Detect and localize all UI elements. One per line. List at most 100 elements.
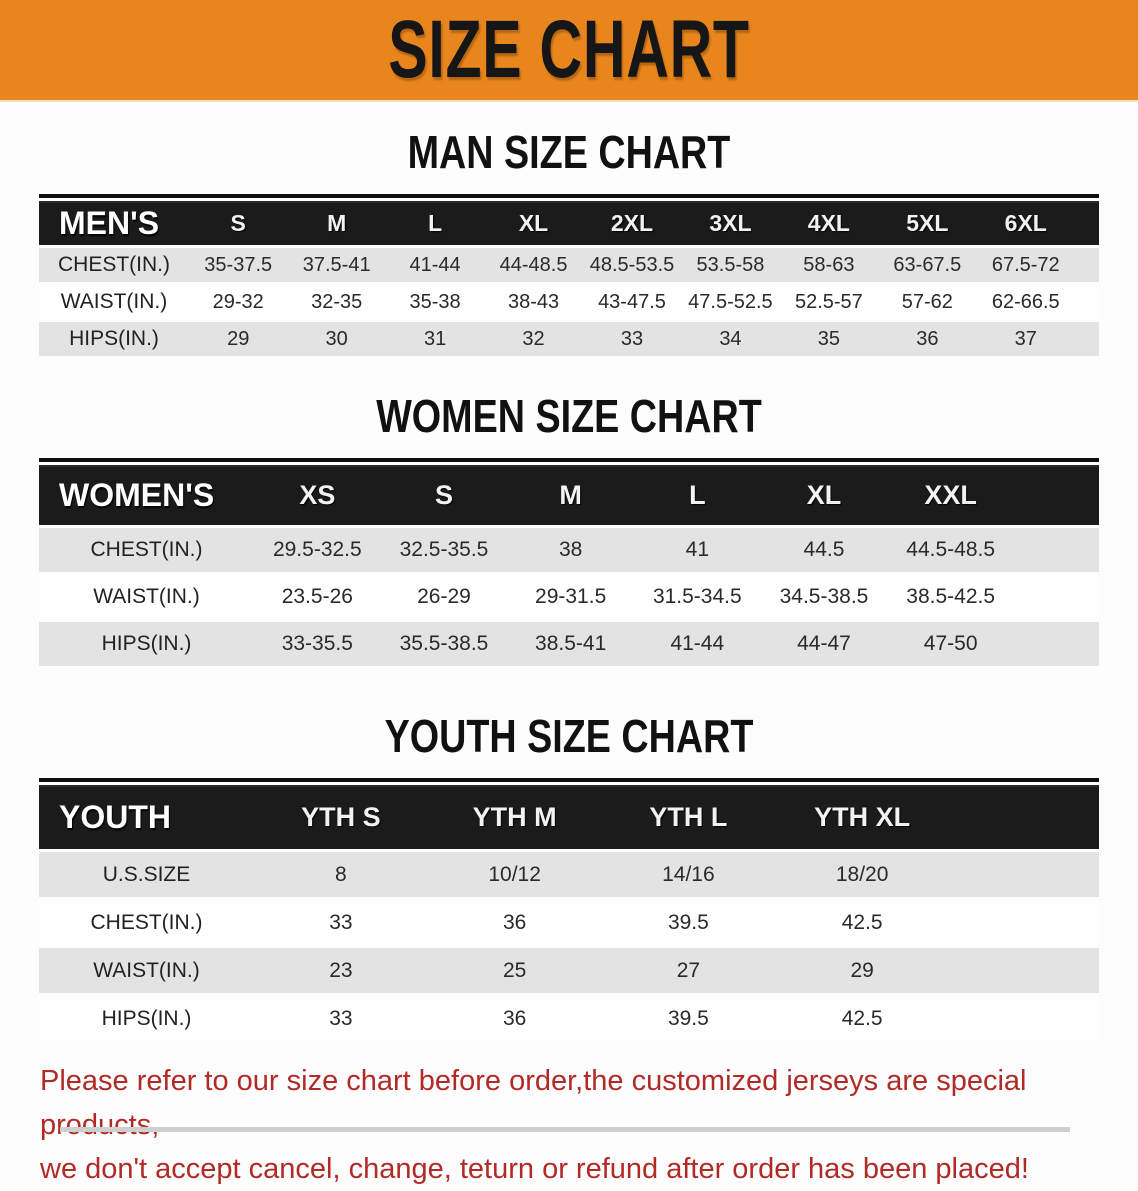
size-cell: 29 <box>850 958 874 982</box>
size-cell: 57-62 <box>901 290 953 313</box>
size-cell: 31 <box>423 327 447 350</box>
table-top-rule <box>39 778 1099 782</box>
youth-table-title: YOUTH <box>59 798 171 835</box>
women-table-title: WOMEN'S <box>59 476 215 513</box>
size-chart-banner: SIZE CHART <box>0 0 1138 102</box>
size-cell: 36 <box>502 1006 527 1030</box>
size-cell: 33 <box>329 910 353 934</box>
size-cell: 31.5-34.5 <box>652 585 742 608</box>
disclaimer-line-2: we don't accept cancel, change, teturn o… <box>40 1153 1029 1185</box>
size-cell: 38.5-42.5 <box>906 585 996 608</box>
size-cell: 35-38 <box>409 290 461 313</box>
size-cell: 35 <box>817 327 840 350</box>
women-size-table: WOMEN'S XS S M L XL XXL CHEST(IN.) 29.5-… <box>39 458 1099 666</box>
size-cell: 39.5 <box>667 1006 709 1030</box>
table-top-rule <box>39 194 1099 198</box>
column-header: XL <box>806 479 842 510</box>
size-cell: 26-29 <box>417 585 471 608</box>
size-cell: 29-31.5 <box>535 585 607 608</box>
size-cell: 33-35.5 <box>281 632 353 655</box>
row-label: WAIST(IN.) <box>60 290 168 313</box>
size-cell: 44-47 <box>797 632 851 655</box>
size-cell: 29.5-32.5 <box>272 538 362 561</box>
column-header: M <box>559 479 582 510</box>
table-row: CHEST(IN.) 29.5-32.5 32.5-35.5 38 41 44.… <box>39 528 1099 572</box>
size-cell: 41-44 <box>409 253 461 276</box>
row-label: CHEST(IN.) <box>90 910 203 934</box>
size-cell: 18/20 <box>835 862 889 886</box>
row-label: HIPS(IN.) <box>101 1006 192 1030</box>
youth-table-body: U.S.SIZE 8 10/12 14/16 18/20 CHEST(IN.) … <box>39 852 1099 1041</box>
column-header: XL <box>518 209 549 236</box>
table-row: CHEST(IN.) 33 36 39.5 42.5 <box>39 900 1099 945</box>
table-row: HIPS(IN.) 33-35.5 35.5-38.5 38.5-41 41-4… <box>39 622 1099 666</box>
size-cell: 35-37.5 <box>204 253 273 276</box>
row-label: CHEST(IN.) <box>58 253 170 276</box>
column-header: L <box>689 479 706 510</box>
column-header: YTH M <box>472 801 557 832</box>
size-cell: 42.5 <box>841 1006 883 1030</box>
table-row: WAIST(IN.) 23.5-26 26-29 29-31.5 31.5-34… <box>39 575 1099 619</box>
size-cell: 35.5-38.5 <box>399 632 489 655</box>
size-cell: 30 <box>325 327 348 350</box>
size-cell: 8 <box>335 862 347 886</box>
size-cell: 47.5-52.5 <box>688 290 773 313</box>
size-cell: 44-48.5 <box>499 253 568 276</box>
size-cell: 29 <box>227 327 250 350</box>
size-cell: 27 <box>676 958 701 982</box>
column-header: M <box>327 209 347 236</box>
size-cell: 33 <box>620 327 644 350</box>
column-header: 6XL <box>1004 209 1047 236</box>
table-row: HIPS(IN.) 33 36 39.5 42.5 <box>39 996 1099 1041</box>
size-cell: 34.5-38.5 <box>779 585 869 608</box>
size-cell: 53.5-58 <box>696 253 765 276</box>
column-header: 5XL <box>906 209 949 236</box>
order-disclaimer: Please refer to our size chart before or… <box>40 1059 1118 1191</box>
size-cell: 48.5-53.5 <box>589 253 675 276</box>
table-row: WAIST(IN.) 29-32 32-35 35-38 38-43 43-47… <box>39 285 1099 319</box>
size-cell: 32 <box>522 327 545 350</box>
size-cell: 36 <box>916 327 939 350</box>
banner-title: SIZE CHART <box>388 4 750 95</box>
table-row: U.S.SIZE 8 10/12 14/16 18/20 <box>39 852 1099 897</box>
size-cell: 29-32 <box>212 290 264 313</box>
table-row: WAIST(IN.) 23 25 27 29 <box>39 948 1099 993</box>
size-cell: 32.5-35.5 <box>399 538 489 561</box>
row-label: WAIST(IN.) <box>93 958 200 982</box>
size-cell: 42.5 <box>841 910 883 934</box>
size-cell: 37 <box>1014 327 1037 350</box>
column-header: L <box>428 209 443 236</box>
size-cell: 38 <box>558 538 583 561</box>
youth-table-header-row: YOUTH YTH S YTH M YTH L YTH XL <box>39 785 1099 849</box>
column-header: S <box>434 479 453 510</box>
column-header: 2XL <box>610 209 654 236</box>
size-cell: 63-67.5 <box>893 253 962 276</box>
row-label: WAIST(IN.) <box>93 585 200 608</box>
size-cell: 36 <box>502 910 527 934</box>
size-cell: 23.5-26 <box>281 585 353 608</box>
size-cell: 23 <box>329 958 353 982</box>
size-cell: 43-47.5 <box>598 290 666 313</box>
size-cell: 41-44 <box>670 632 725 655</box>
column-header: YTH XL <box>814 801 911 832</box>
women-table-header-row: WOMEN'S XS S M L XL XXL <box>39 465 1099 525</box>
men-size-table: MEN'S S M L XL 2XL 3XL 4XL 5XL 6XL CHEST… <box>39 194 1099 356</box>
youth-size-chart-heading: YOUTH SIZE CHART <box>384 710 754 762</box>
column-header: XXL <box>924 479 977 510</box>
man-size-chart-heading: MAN SIZE CHART <box>407 126 731 178</box>
size-cell: 38.5-41 <box>535 632 607 655</box>
women-table-body: CHEST(IN.) 29.5-32.5 32.5-35.5 38 41 44.… <box>39 528 1099 666</box>
size-cell: 10/12 <box>488 862 541 886</box>
size-cell: 39.5 <box>667 910 709 934</box>
size-cell: 25 <box>502 958 527 982</box>
women-size-chart-heading: WOMEN SIZE CHART <box>376 390 762 442</box>
men-table-body: CHEST(IN.) 35-37.5 37.5-41 41-44 44-48.5… <box>39 248 1099 356</box>
size-cell: 47-50 <box>923 632 978 655</box>
size-cell: 32-35 <box>311 290 363 313</box>
disclaimer-line-1: Please refer to our size chart before or… <box>40 1065 1027 1141</box>
column-header: YTH S <box>301 801 381 832</box>
size-cell: 44.5-48.5 <box>906 538 996 561</box>
size-cell: 41 <box>685 538 709 561</box>
size-cell: 34 <box>719 327 742 350</box>
column-header: YTH L <box>649 801 728 832</box>
